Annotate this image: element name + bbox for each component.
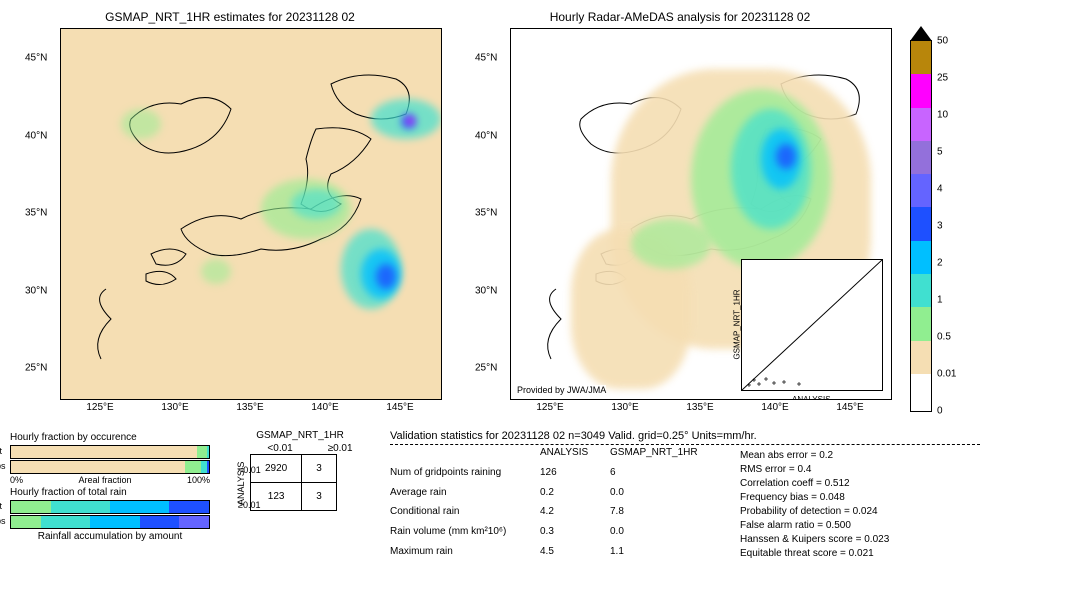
left-map-frame xyxy=(60,28,442,400)
figure-container: GSMAP_NRT_1HR estimates for 20231128 02 xyxy=(10,10,1070,562)
precip-region xyxy=(376,264,396,289)
left-map-panel: GSMAP_NRT_1HR estimates for 20231128 02 xyxy=(10,10,450,420)
validation-stats: Mean abs error = 0.2RMS error = 0.4Corre… xyxy=(740,447,889,562)
occurrence-bar-est: Est xyxy=(10,445,210,459)
coastline-left xyxy=(61,29,441,399)
scatter-xlabel: ANALYSIS xyxy=(792,395,831,400)
scatter-ylabel: GSMAP_NRT_1HR xyxy=(733,289,742,359)
scatter-inset: GSMAP_NRT_1HR ANALYSIS xyxy=(741,259,883,391)
validation-panel: Validation statistics for 20231128 02 n=… xyxy=(390,430,980,562)
colorbar-panel: 502510543210.50.010 xyxy=(910,10,980,420)
contingency-panel: GSMAP_NRT_1HR <0.01 ≥0.01 ANALYSIS 29203… xyxy=(230,430,370,562)
right-map-frame: Provided by JWA/JMA GSMAP_NRT_1HR xyxy=(510,28,892,400)
attribution-label: Provided by JWA/JMA xyxy=(517,385,606,395)
left-map-title: GSMAP_NRT_1HR estimates for 20231128 02 xyxy=(10,10,450,24)
fraction-panel: Hourly fraction by occurence Est Obs 0% … xyxy=(10,430,210,562)
right-map-title: Hourly Radar-AMeDAS analysis for 2023112… xyxy=(460,10,900,24)
right-map-panel: Hourly Radar-AMeDAS analysis for 2023112… xyxy=(460,10,900,420)
validation-title: Validation statistics for 20231128 02 n=… xyxy=(390,430,980,442)
precip-region xyxy=(121,109,161,139)
colorbar-arrow-icon xyxy=(910,26,932,41)
divider xyxy=(390,444,980,445)
precip-region xyxy=(291,189,341,219)
precip-region xyxy=(406,117,414,125)
totalrain-bar-obs: Obs xyxy=(10,515,210,529)
scatter-plot xyxy=(742,260,882,390)
pct-axis: 0% Areal fraction 100% xyxy=(10,475,210,485)
precip-region xyxy=(201,259,231,284)
colorbar: 502510543210.50.010 xyxy=(910,40,932,412)
precip-region xyxy=(776,144,796,169)
fraction-caption: Rainfall accumulation by amount xyxy=(10,531,210,542)
contingency-title: GSMAP_NRT_1HR xyxy=(230,430,370,441)
fraction-title-1: Hourly fraction by occurence xyxy=(10,432,210,443)
precip-region xyxy=(631,219,711,269)
occurrence-bar-obs: Obs xyxy=(10,460,210,474)
totalrain-bar-est: Est xyxy=(10,500,210,514)
validation-table: ANALYSIS GSMAP_NRT_1HR Num of gridpoints… xyxy=(390,447,710,562)
contingency-table: 29203 1233 xyxy=(250,454,337,511)
bottom-row: Hourly fraction by occurence Est Obs 0% … xyxy=(10,430,980,562)
fraction-title-2: Hourly fraction of total rain xyxy=(10,487,210,498)
